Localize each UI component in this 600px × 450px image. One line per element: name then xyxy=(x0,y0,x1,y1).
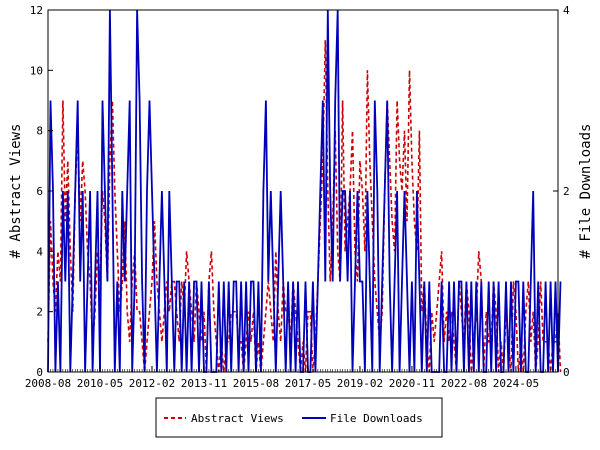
x-tick-label: 2013-11 xyxy=(181,377,227,390)
y-right-tick-label: 4 xyxy=(563,4,570,17)
x-tick-label: 2019-02 xyxy=(337,377,383,390)
series-layer xyxy=(47,9,562,373)
y-left-tick-label: 6 xyxy=(36,185,43,198)
y-left-tick-label: 0 xyxy=(36,366,43,379)
y-left-tick-label: 12 xyxy=(30,4,43,17)
y-left-tick-label: 8 xyxy=(36,125,43,138)
series-line-file-downloads xyxy=(47,9,562,373)
x-tick-label: 2024-05 xyxy=(493,377,539,390)
x-tick-label: 2008-08 xyxy=(25,377,71,390)
x-tick-label: 2010-05 xyxy=(77,377,123,390)
x-tick-label: 2020-11 xyxy=(389,377,435,390)
tick-layer: 0 2 4 6 8 10 12 0 2 4 2008-08 2010-05 2012-02 2013-11… xyxy=(25,4,570,390)
y-right-tick-label: 0 xyxy=(563,366,570,379)
x-tick-label: 2017-05 xyxy=(285,377,331,390)
y-right-tick-label: 2 xyxy=(563,185,570,198)
y-left-tick-label: 4 xyxy=(36,245,43,258)
y-axis-left-title: # Abstract Views xyxy=(8,124,24,259)
x-tick-label: 2015-08 xyxy=(233,377,279,390)
y-left-tick-label: 2 xyxy=(36,306,43,319)
x-tick-label: 2012-02 xyxy=(129,377,175,390)
y-left-tick-label: 10 xyxy=(30,64,43,77)
legend-label-abstract-views: Abstract Views xyxy=(191,412,284,425)
x-tick-label: 2022-08 xyxy=(441,377,487,390)
legend: Abstract Views File Downloads xyxy=(155,397,443,438)
legend-label-file-downloads: File Downloads xyxy=(330,412,423,425)
y-axis-right-title: # File Downloads xyxy=(578,124,594,259)
legend-box xyxy=(155,397,443,438)
